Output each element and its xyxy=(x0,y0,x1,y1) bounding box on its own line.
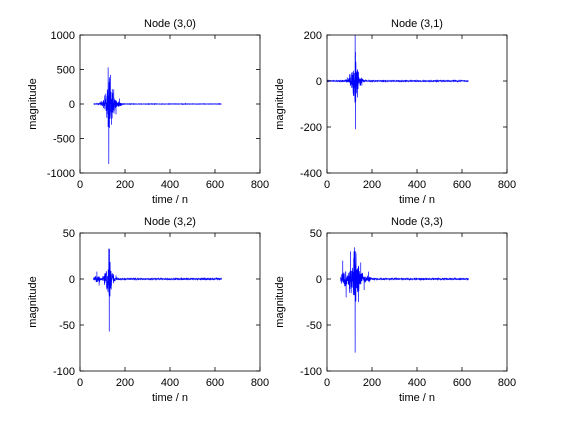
signal-line xyxy=(93,248,222,332)
x-tick-label: 200 xyxy=(363,179,381,191)
x-axis-label: time / n xyxy=(399,392,435,404)
y-tick-label: -50 xyxy=(306,320,322,332)
y-tick-label: -500 xyxy=(53,134,75,146)
x-tick-label: 0 xyxy=(77,179,83,191)
subplot-2: 0 200 400 600 800 -400 -200 0 200 Node (3,1) time … xyxy=(274,18,516,206)
x-tick-label: 0 xyxy=(324,377,330,389)
x-tick-label: 200 xyxy=(116,377,134,389)
y-axis-label: magnitude xyxy=(274,78,286,129)
subplot-title: Node (3,3) xyxy=(391,216,443,228)
x-tick-label: 600 xyxy=(206,179,224,191)
x-axis-label: time / n xyxy=(152,194,188,206)
y-tick-label: -1000 xyxy=(47,168,75,180)
x-tick-label: 400 xyxy=(408,377,426,389)
subplot-1: 0 200 400 600 800 -1000 -500 0 500 1000 Node (3,0)… xyxy=(27,18,269,206)
y-tick-label: 50 xyxy=(310,228,322,240)
x-tick-label: 400 xyxy=(161,377,179,389)
x-tick-label: 800 xyxy=(498,179,516,191)
subplot-title: Node (3,0) xyxy=(144,18,196,30)
x-axis-label: time / n xyxy=(399,194,435,206)
y-tick-label: 200 xyxy=(304,30,322,42)
y-tick-label: -100 xyxy=(300,366,322,378)
axes-box xyxy=(326,34,508,174)
y-axis-label: magnitude xyxy=(27,276,39,327)
y-tick-label: 0 xyxy=(316,274,322,286)
y-tick-label: 0 xyxy=(69,99,75,111)
y-tick-label: -400 xyxy=(300,168,322,180)
x-tick-label: 200 xyxy=(363,377,381,389)
signal-line xyxy=(327,35,469,130)
subplot-4: 0 200 400 600 800 -100 -50 0 50 Node (3,3) time / … xyxy=(274,216,516,404)
signal-line xyxy=(93,67,222,165)
x-axis-label: time / n xyxy=(152,392,188,404)
x-tick-label: 0 xyxy=(77,377,83,389)
y-tick-label: 50 xyxy=(63,228,75,240)
x-tick-label: 600 xyxy=(453,377,471,389)
y-tick-label: -100 xyxy=(53,366,75,378)
y-tick-label: 1000 xyxy=(51,30,75,42)
y-tick-label: -50 xyxy=(59,320,75,332)
x-tick-label: 600 xyxy=(206,377,224,389)
subplot-title: Node (3,2) xyxy=(144,216,196,228)
x-tick-label: 0 xyxy=(324,179,330,191)
subplot-3: 0 200 400 600 800 -100 -50 0 50 Node (3,2) time / … xyxy=(27,216,269,404)
x-tick-label: 800 xyxy=(251,179,269,191)
y-axis-label: magnitude xyxy=(27,78,39,129)
y-tick-label: 0 xyxy=(69,274,75,286)
y-tick-label: -200 xyxy=(300,122,322,134)
axes-box xyxy=(79,232,261,372)
y-tick-label: 500 xyxy=(57,65,75,77)
x-tick-label: 400 xyxy=(161,179,179,191)
x-tick-label: 200 xyxy=(116,179,134,191)
subplot-title: Node (3,1) xyxy=(391,18,443,30)
x-tick-label: 800 xyxy=(251,377,269,389)
x-tick-label: 800 xyxy=(498,377,516,389)
y-axis-label: magnitude xyxy=(274,276,286,327)
y-tick-label: 0 xyxy=(316,76,322,88)
x-tick-label: 600 xyxy=(453,179,471,191)
x-tick-label: 400 xyxy=(408,179,426,191)
signal-line xyxy=(340,247,469,353)
